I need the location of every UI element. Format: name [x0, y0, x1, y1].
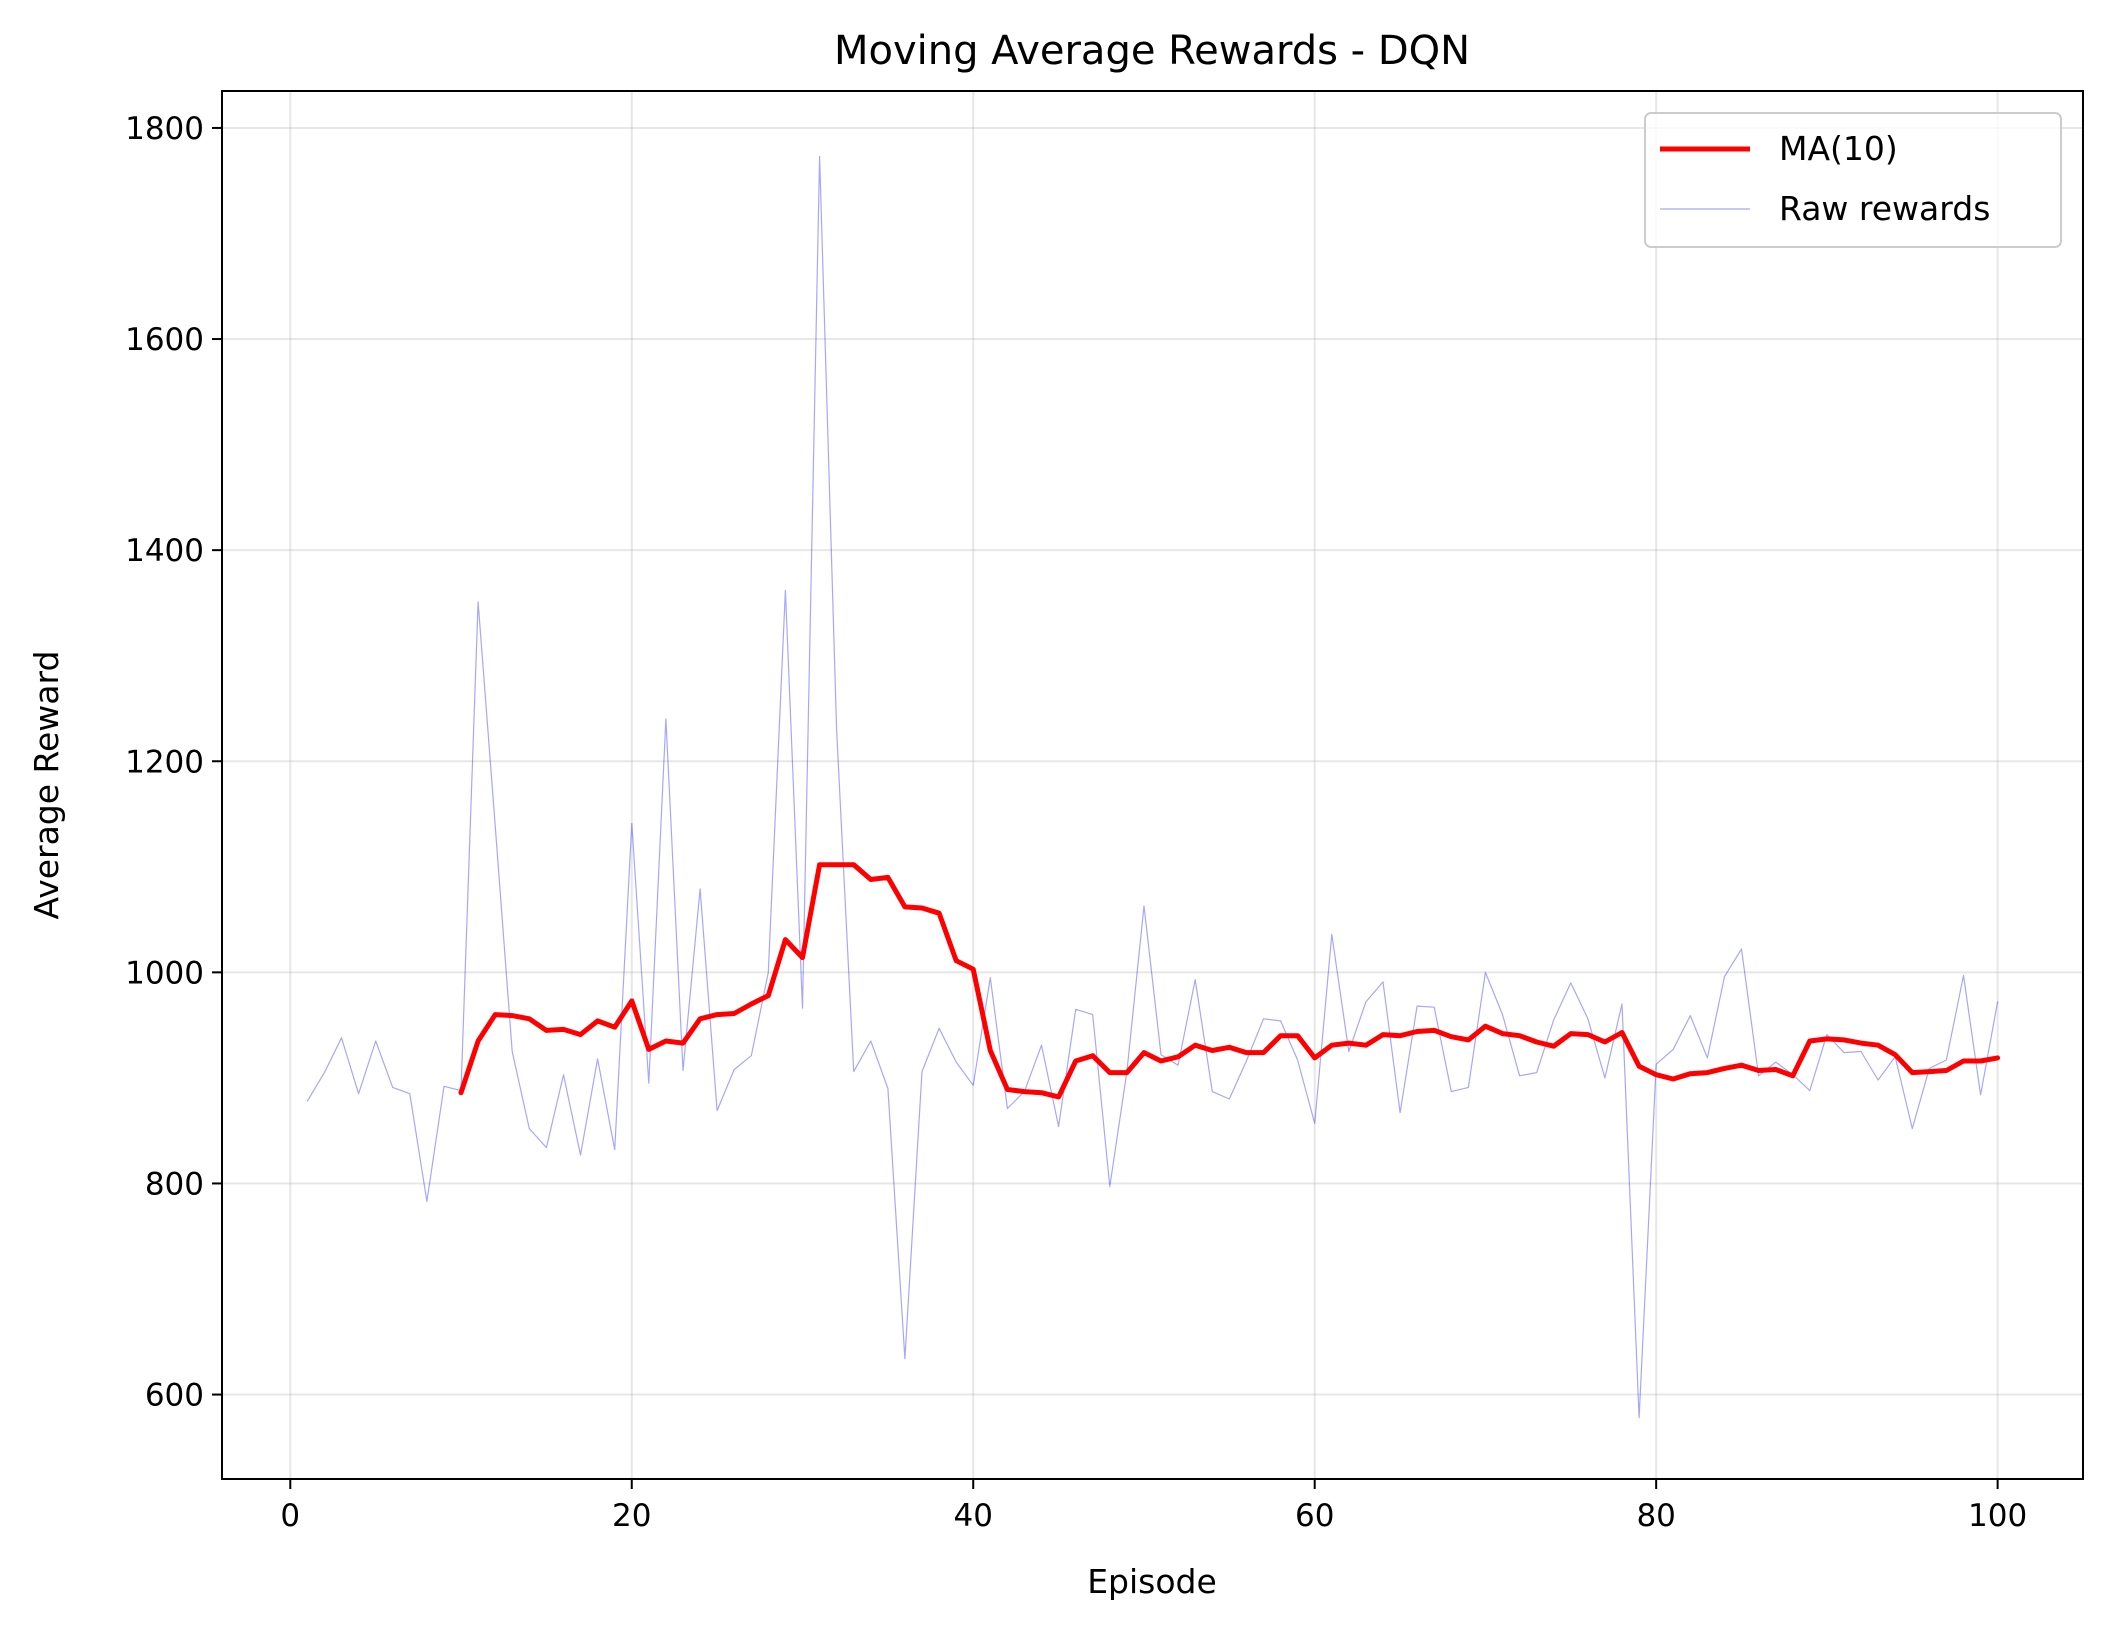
x-tick-label: 80 — [1636, 1498, 1675, 1534]
y-tick-label: 1600 — [125, 322, 204, 358]
grid — [222, 91, 2083, 1479]
plot-frame — [221, 90, 2084, 1480]
y-tick-label: 800 — [145, 1166, 204, 1202]
series-layer — [306, 155, 2001, 1419]
x-axis-title: Episode — [1087, 1562, 1217, 1601]
ticks: 0 20 40 60 80 100 600 800 1000 1200 1400 1600 1800 — [125, 111, 2027, 1534]
y-tick-label: 1400 — [125, 533, 204, 569]
ma-series-line — [458, 862, 2001, 1100]
x-tick-label: 100 — [1968, 1498, 2027, 1534]
y-tick-label: 600 — [145, 1378, 204, 1414]
legend-label-ma: MA(10) — [1779, 129, 1898, 168]
legend: MA(10) Raw rewards — [1644, 112, 2062, 248]
y-tick-label: 1200 — [125, 744, 204, 780]
raw-rewards-series-line — [306, 155, 1999, 1419]
legend-label-raw: Raw rewards — [1779, 189, 1990, 228]
chart-title: Moving Average Rewards - DQN — [834, 28, 1470, 74]
x-tick-label: 60 — [1295, 1498, 1334, 1534]
y-tick-label: 1000 — [125, 955, 204, 991]
y-axis-title: Average Reward — [27, 651, 66, 920]
x-tick-label: 0 — [280, 1498, 300, 1534]
x-tick-label: 40 — [954, 1498, 993, 1534]
x-tick-label: 20 — [612, 1498, 651, 1534]
y-tick-label: 1800 — [125, 111, 204, 147]
